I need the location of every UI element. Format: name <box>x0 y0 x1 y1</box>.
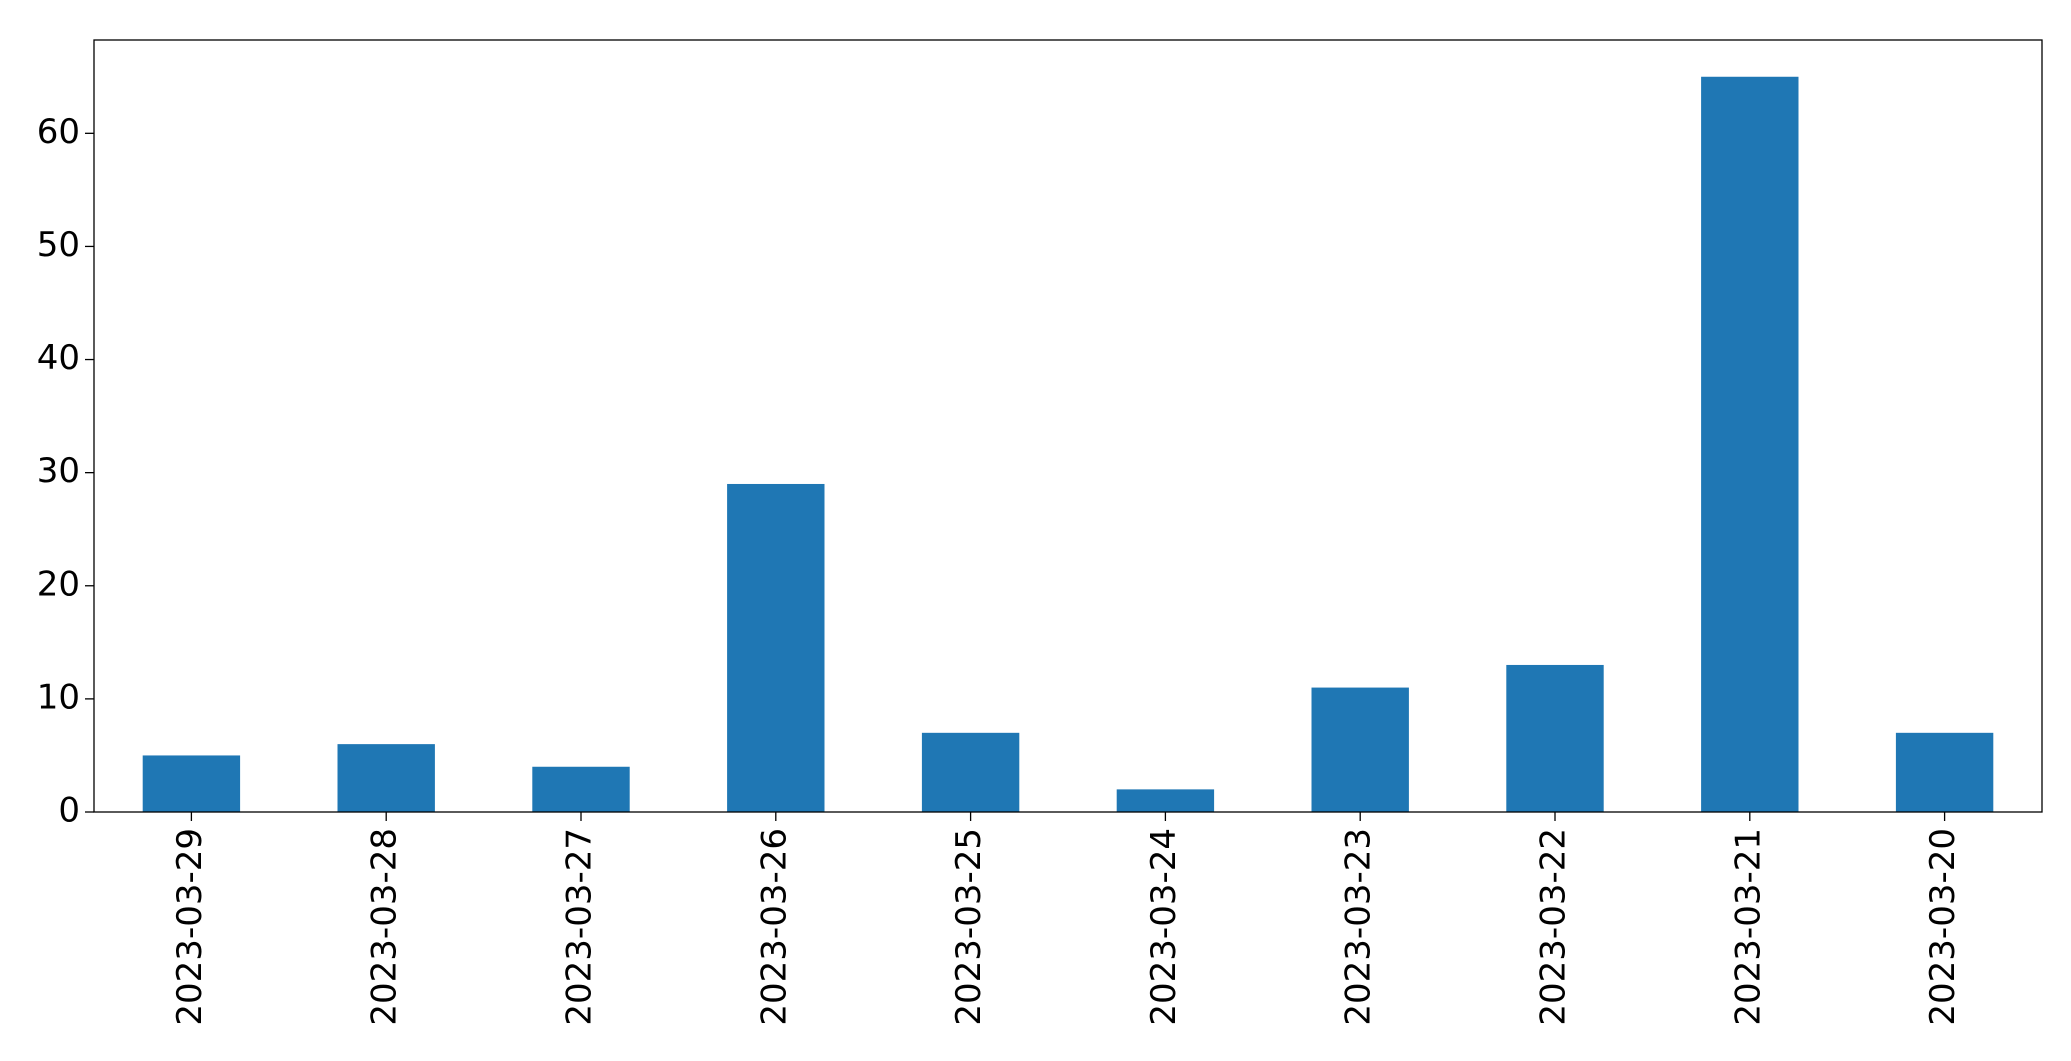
x-tick-label: 2023-03-24 <box>1144 828 1184 1026</box>
x-tick-label: 2023-03-25 <box>949 828 989 1026</box>
x-tick-label: 2023-03-20 <box>1923 828 1963 1026</box>
bar <box>1895 732 1994 812</box>
bar <box>532 766 630 812</box>
bar <box>337 744 435 812</box>
bar <box>1116 789 1215 812</box>
x-tick-label: 2023-03-23 <box>1339 828 1379 1026</box>
x-tick-label: 2023-03-28 <box>365 828 405 1026</box>
x-tick-label: 2023-03-29 <box>170 828 210 1026</box>
y-tick-label: 40 <box>37 338 80 378</box>
bar <box>1506 664 1604 812</box>
x-tick-label: 2023-03-26 <box>754 828 794 1026</box>
y-tick-label: 30 <box>37 451 80 491</box>
bar <box>142 755 241 812</box>
bar <box>1311 687 1409 812</box>
y-tick-label: 0 <box>58 791 80 831</box>
bar <box>921 732 1020 812</box>
y-tick-label: 10 <box>37 677 80 717</box>
x-tick-label: 2023-03-27 <box>560 828 600 1026</box>
bar <box>727 483 825 812</box>
y-tick-label: 20 <box>37 564 80 604</box>
plot-frame <box>93 39 2043 813</box>
y-tick-label: 60 <box>37 112 80 152</box>
y-tick-label: 50 <box>37 225 80 265</box>
bar <box>1701 76 1799 812</box>
x-tick-label: 2023-03-21 <box>1728 828 1768 1026</box>
x-tick-label: 2023-03-22 <box>1534 828 1574 1026</box>
